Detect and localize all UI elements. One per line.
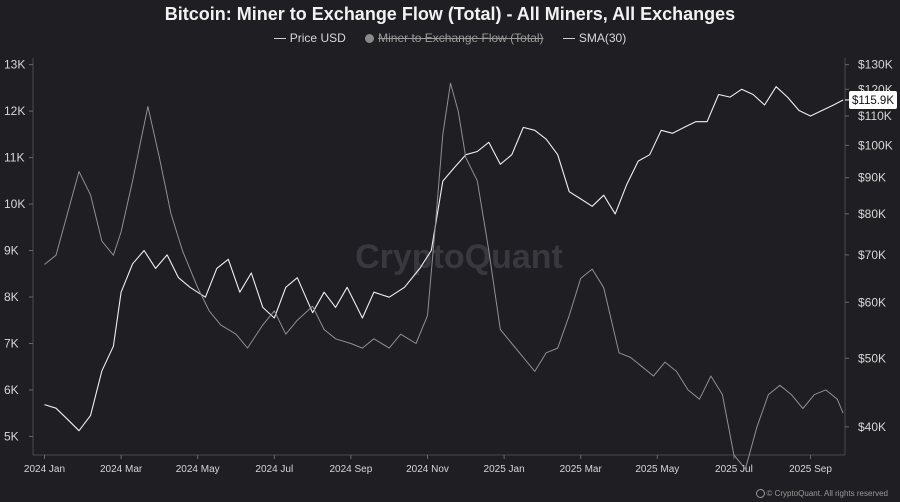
- legend-line-icon: [562, 38, 575, 40]
- right-tick-label: $110K: [858, 109, 892, 123]
- current-price-badge: [849, 90, 897, 109]
- current-price-label: $115.9K: [852, 95, 894, 107]
- series-line-sma30: [44, 82, 844, 470]
- x-tick-label: 2025 May: [635, 464, 679, 475]
- copyright-text: © CryptoQuant. All rights reserved: [766, 488, 889, 498]
- right-tick-label: $50K: [858, 351, 886, 365]
- x-tick-label: 2024 Mar: [100, 464, 143, 475]
- x-tick-label: 2025 Jul: [715, 464, 753, 475]
- left-tick-label: 11K: [4, 151, 24, 165]
- left-tick-label: 13K: [4, 58, 25, 72]
- x-tick-label: 2025 Mar: [560, 464, 603, 475]
- right-tick-label: $130K: [858, 58, 893, 72]
- x-tick-label: 2024 May: [176, 464, 220, 475]
- x-tick-label: 2024 Jan: [24, 464, 65, 475]
- x-tick-label: 2024 Jul: [255, 464, 293, 475]
- legend-label-price: Price USD: [289, 31, 346, 45]
- right-tick-label: $70K: [858, 248, 886, 262]
- legend-item-flow[interactable]: Miner to Exchange Flow (Total): [365, 31, 544, 45]
- right-tick-label: $40K: [858, 420, 886, 434]
- chart-legend: Price USD Miner to Exchange Flow (Total)…: [0, 31, 900, 45]
- right-tick-label: $90K: [858, 171, 886, 185]
- cryptoquant-logo-icon: [755, 489, 765, 498]
- legend-label-sma: SMA(30): [578, 31, 627, 45]
- legend-label-flow: Miner to Exchange Flow (Total): [378, 31, 544, 45]
- x-tick-label: 2025 Jan: [484, 464, 525, 475]
- right-tick-label: $100K: [858, 138, 893, 152]
- left-tick-label: 6K: [4, 383, 19, 397]
- x-tick-label: 2024 Sep: [329, 464, 372, 475]
- legend-line-icon: [273, 38, 286, 40]
- left-tick-label: 12K: [4, 104, 25, 118]
- right-tick-label: $80K: [858, 207, 886, 221]
- left-tick-label: 9K: [4, 244, 19, 258]
- legend-dot-icon: [365, 34, 375, 44]
- copyright-footer: © CryptoQuant. All rights reserved: [755, 488, 889, 498]
- left-tick-label: 5K: [4, 429, 19, 443]
- left-tick-label: 7K: [4, 336, 19, 350]
- right-tick-label: $60K: [858, 295, 886, 309]
- watermark-text: CryptoQuant: [355, 238, 563, 276]
- x-tick-label: 2025 Sep: [789, 464, 832, 475]
- legend-item-sma[interactable]: SMA(30): [562, 31, 627, 45]
- left-tick-label: 8K: [4, 290, 19, 304]
- left-tick-label: 10K: [4, 197, 25, 211]
- x-tick-label: 2024 Nov: [406, 464, 449, 475]
- chart-title: Bitcoin: Miner to Exchange Flow (Total) …: [164, 4, 736, 24]
- series-line-price-usd: [44, 86, 844, 432]
- legend-item-price[interactable]: Price USD: [273, 31, 346, 45]
